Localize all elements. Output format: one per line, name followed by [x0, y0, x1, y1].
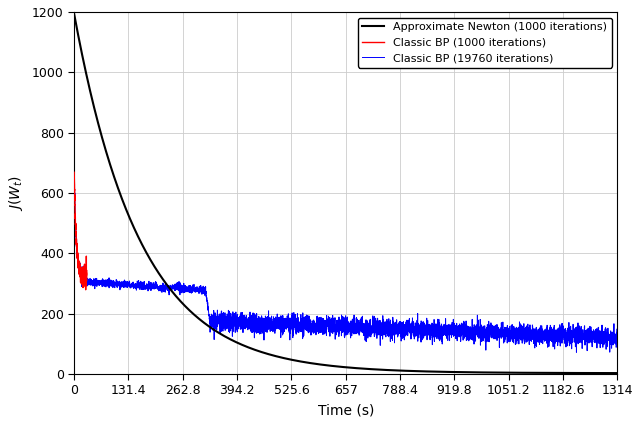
Approximate Newton (1000 iterations): [603, 371, 611, 376]
X-axis label: Time (s): Time (s): [317, 403, 374, 417]
Classic BP (19760 iterations): [70, 167, 78, 173]
Classic BP (1000 iterations): [82, 287, 90, 292]
Classic BP (19760 iterations): [614, 336, 621, 341]
Line: Classic BP (19760 iterations): Classic BP (19760 iterations): [74, 170, 618, 352]
Classic BP (19760 iterations): [573, 350, 580, 355]
Approximate Newton (1000 iterations): [302, 360, 310, 365]
Classic BP (1000 iterations): [74, 264, 82, 269]
Classic BP (1000 iterations): [76, 261, 83, 266]
Classic BP (19760 iterations): [451, 329, 458, 335]
Approximate Newton (1000 iterations): [544, 370, 552, 375]
Classic BP (1000 iterations): [72, 223, 79, 228]
Classic BP (1000 iterations): [79, 277, 87, 282]
Classic BP (1000 iterations): [70, 170, 78, 175]
Line: Approximate Newton (1000 iterations): Approximate Newton (1000 iterations): [74, 14, 618, 373]
Approximate Newton (1000 iterations): [278, 355, 286, 360]
Classic BP (19760 iterations): [416, 330, 424, 335]
Classic BP (19760 iterations): [500, 331, 508, 336]
Classic BP (1000 iterations): [78, 277, 86, 282]
Y-axis label: $J(W_t)$: $J(W_t)$: [7, 175, 25, 211]
Approximate Newton (1000 iterations): [614, 371, 621, 376]
Line: Classic BP (1000 iterations): Classic BP (1000 iterations): [74, 172, 86, 290]
Classic BP (19760 iterations): [210, 318, 218, 323]
Approximate Newton (1000 iterations): [132, 230, 140, 235]
Classic BP (19760 iterations): [584, 331, 592, 336]
Legend: Approximate Newton (1000 iterations), Classic BP (1000 iterations), Classic BP (: Approximate Newton (1000 iterations), Cl…: [358, 17, 612, 67]
Approximate Newton (1000 iterations): [164, 284, 172, 289]
Classic BP (19760 iterations): [602, 332, 609, 337]
Approximate Newton (1000 iterations): [70, 11, 78, 17]
Classic BP (1000 iterations): [79, 276, 87, 281]
Classic BP (1000 iterations): [83, 272, 90, 277]
